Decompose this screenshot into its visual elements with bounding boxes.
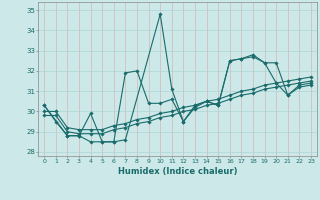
X-axis label: Humidex (Indice chaleur): Humidex (Indice chaleur): [118, 167, 237, 176]
